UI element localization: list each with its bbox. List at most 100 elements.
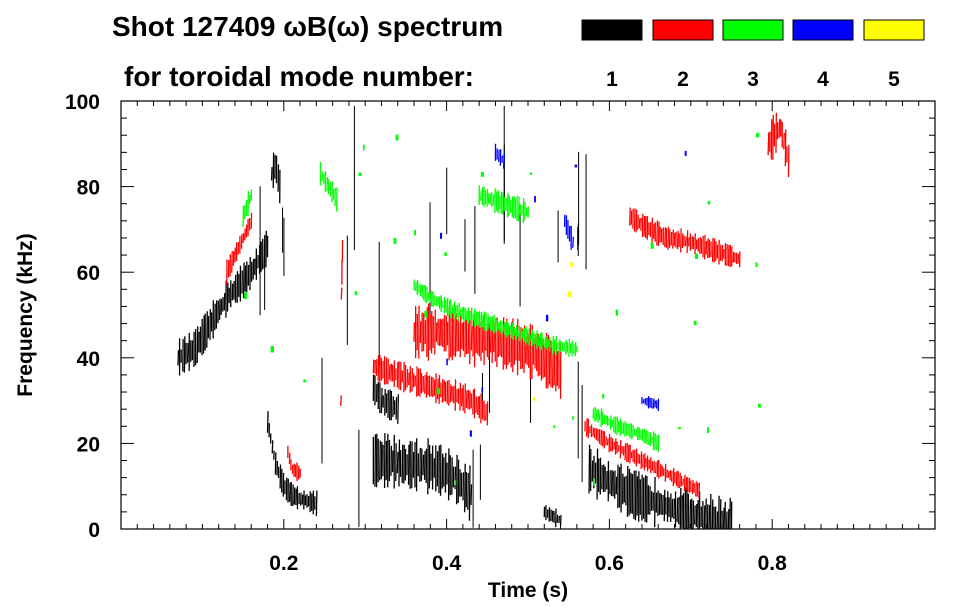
mode-n3-band2-mark (537, 334, 540, 346)
mode-n3-band2-mark (477, 311, 480, 326)
mode-n3-scatter-mark (505, 322, 509, 330)
mode-n2-band5-mark (691, 480, 694, 495)
x-tick-label: 0.2 (269, 552, 298, 575)
mode-n2-band6-mark (633, 208, 636, 232)
mode-n3-band2-mark (486, 313, 489, 331)
mode-n2-band6-mark (635, 209, 638, 233)
mode-n2-band7-mark (783, 132, 785, 150)
mode-n3-band2-mark (448, 300, 451, 315)
mode-n3-scatter-mark (707, 200, 711, 205)
mode-n2-band5-mark (682, 478, 685, 486)
mode-n3-series (242, 132, 761, 486)
mode-n1-band6-mark (689, 499, 692, 528)
chart-title-line2: for toroidal mode number: (124, 61, 474, 92)
legend-swatch-n4 (792, 19, 854, 41)
mode-n4-series (440, 143, 687, 437)
mode-n1-band6-mark (588, 444, 591, 494)
plot-frame (120, 100, 936, 530)
mode-n1-band6-mark (695, 503, 698, 527)
mode-n2-band5-mark (592, 427, 595, 437)
mode-n4-band0-mark (502, 153, 505, 169)
chart-title-line1: Shot 127409 ωB(ω) spectrum (112, 11, 503, 42)
mode-n3-band2-mark (529, 333, 532, 341)
mode-n2-band6-mark (637, 214, 639, 230)
mode-n2-band7-mark (778, 118, 781, 139)
mode-n1-band3-mark (419, 447, 421, 482)
mode-n3-scatter-mark (529, 172, 533, 175)
mode-n2-band4-mark (438, 318, 441, 347)
x-tick-label: 0.8 (758, 552, 788, 575)
y-tick-label: 0 (88, 519, 100, 542)
mode-n2-band5-mark (600, 429, 603, 446)
mode-n1-band0-mark (202, 315, 205, 354)
mode-n5-scatter-mark (533, 397, 536, 402)
legend-label-n3: 3 (747, 68, 759, 91)
mode-n1-band0-mark (242, 262, 245, 299)
mode-n4-band1-mark (572, 236, 575, 248)
mode-n2-band6-mark (721, 245, 724, 262)
mode-n5-series (533, 262, 574, 402)
mode-n2-band5-mark (619, 439, 622, 459)
mode-n4-scatter-mark (684, 150, 687, 156)
mode-n3-scatter-mark (757, 403, 761, 408)
mode-n3-scatter-mark (650, 242, 654, 249)
mode-n2-band3-mark (430, 376, 433, 397)
legend-swatch-n3 (722, 19, 784, 41)
mode-n3-band2-mark (510, 322, 513, 339)
mode-n1-band3-mark (463, 463, 466, 513)
mode-n2-band5-mark (664, 463, 667, 482)
mode-n3-scatter-mark (424, 310, 428, 318)
mode-n1-band1-mark (315, 490, 318, 517)
mode-n4-scatter-mark (574, 164, 578, 168)
mode-n3-band1-mark (331, 181, 333, 203)
y-tick-label: 60 (77, 262, 100, 285)
mode-n3-band2-mark (539, 332, 542, 349)
mode-n3-scatter-mark (444, 252, 447, 256)
mode-n4-scatter-mark (440, 232, 443, 239)
mode-n2-band3-mark (388, 364, 391, 380)
mode-n3-scatter-mark (755, 132, 760, 138)
mode-n2-band2-mark (340, 395, 342, 406)
mode-n2-band5-mark (595, 428, 598, 441)
mode-n3-scatter-mark (244, 292, 248, 300)
mode-n2-band5-mark (601, 430, 604, 447)
mode-n3-scatter-mark (707, 427, 709, 434)
axis-ticks (121, 100, 935, 530)
mode-n2-band5-mark (610, 437, 612, 452)
legend-label-n2: 2 (677, 68, 689, 91)
mode-n2-band3-mark (449, 384, 452, 403)
mode-n3-band2-mark (429, 292, 432, 303)
legend-swatch-n5 (863, 19, 925, 41)
mode-n1-band3-mark (468, 465, 471, 521)
mode-n2-band5-mark (642, 454, 644, 468)
legend-label-n4: 4 (817, 68, 829, 91)
mode-n3-scatter-mark (270, 346, 275, 353)
y-tick-label: 40 (77, 348, 100, 371)
mode-n2-band5-mark (626, 442, 628, 463)
mode-n2-band5-mark (627, 444, 630, 463)
mode-n3-band2-mark (565, 340, 567, 355)
mode-n2-band5-mark (605, 436, 608, 446)
mode-n3-scatter-mark (436, 388, 441, 395)
mode-n2-band6-mark (676, 230, 679, 249)
mode-n2-band5-mark (585, 418, 588, 437)
mode-n3-scatter-mark (414, 229, 417, 236)
mode-n2-band6-mark (657, 221, 660, 246)
mode-n3-band2-mark (523, 327, 526, 343)
mode-n2-band7-mark (770, 119, 773, 160)
mode-n3-scatter-mark (678, 427, 681, 430)
y-axis-label: Frequency (kHz) (14, 233, 37, 396)
mode-n2-band5-mark (643, 453, 646, 471)
mode-n1-band1-mark (301, 494, 304, 505)
mode-n3-scatter-mark (393, 237, 397, 244)
mode-n2-band5-mark (624, 443, 627, 461)
mode-n1-band4-mark (380, 388, 383, 414)
mode-n5-scatter-mark (567, 291, 572, 297)
mode-n3-scatter-mark (615, 309, 619, 316)
mode-n3-scatter-mark (395, 134, 399, 141)
mode-n3-scatter-mark (553, 425, 556, 429)
mode-n3-band2-mark (502, 324, 505, 332)
mode-n2-band6-mark (686, 230, 689, 254)
mode-n4-scatter-mark (534, 196, 536, 203)
